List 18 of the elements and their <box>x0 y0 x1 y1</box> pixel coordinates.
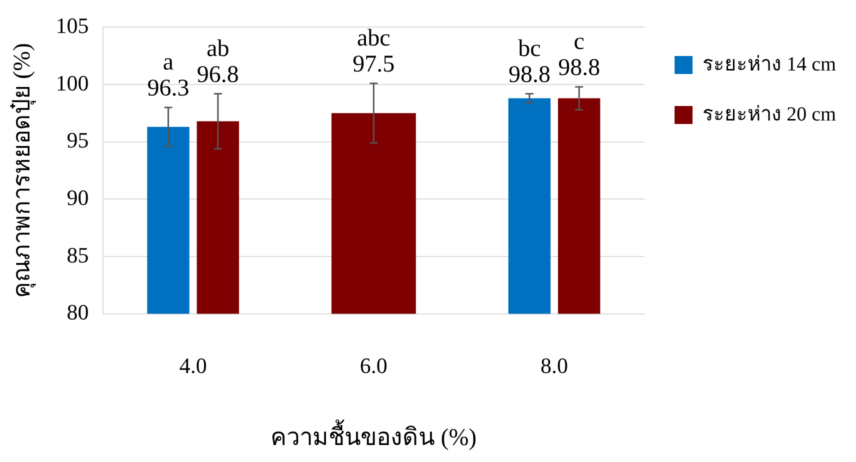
y-tick-label: 105 <box>56 12 89 38</box>
legend-label: ระยะห่าง 20 cm <box>702 103 836 126</box>
x-tick-label: 8.0 <box>540 352 568 378</box>
y-tick-label: 85 <box>66 242 89 268</box>
data-label: abc 97.5 <box>352 26 395 78</box>
y-tick-label: 80 <box>66 300 89 325</box>
data-label: bc 98.8 <box>508 36 550 88</box>
data-label: ab 96.8 <box>196 36 239 88</box>
y-axis-title: คุณภาพการหยอดปุ๋ย (%) <box>10 43 37 298</box>
y-tick-label: 90 <box>66 184 89 210</box>
x-axis-title: ความชื้นของดิน (%) <box>270 418 477 451</box>
data-label: c 98.8 <box>558 29 600 82</box>
data-label: a 96.3 <box>147 50 190 102</box>
y-tick-label: 95 <box>66 128 89 153</box>
legend-label: ระยะห่าง 14 cm <box>702 53 836 76</box>
x-tick-label: 4.0 <box>179 352 207 378</box>
x-tick-label: 6.0 <box>360 352 388 378</box>
y-tick-label: 100 <box>56 70 89 96</box>
